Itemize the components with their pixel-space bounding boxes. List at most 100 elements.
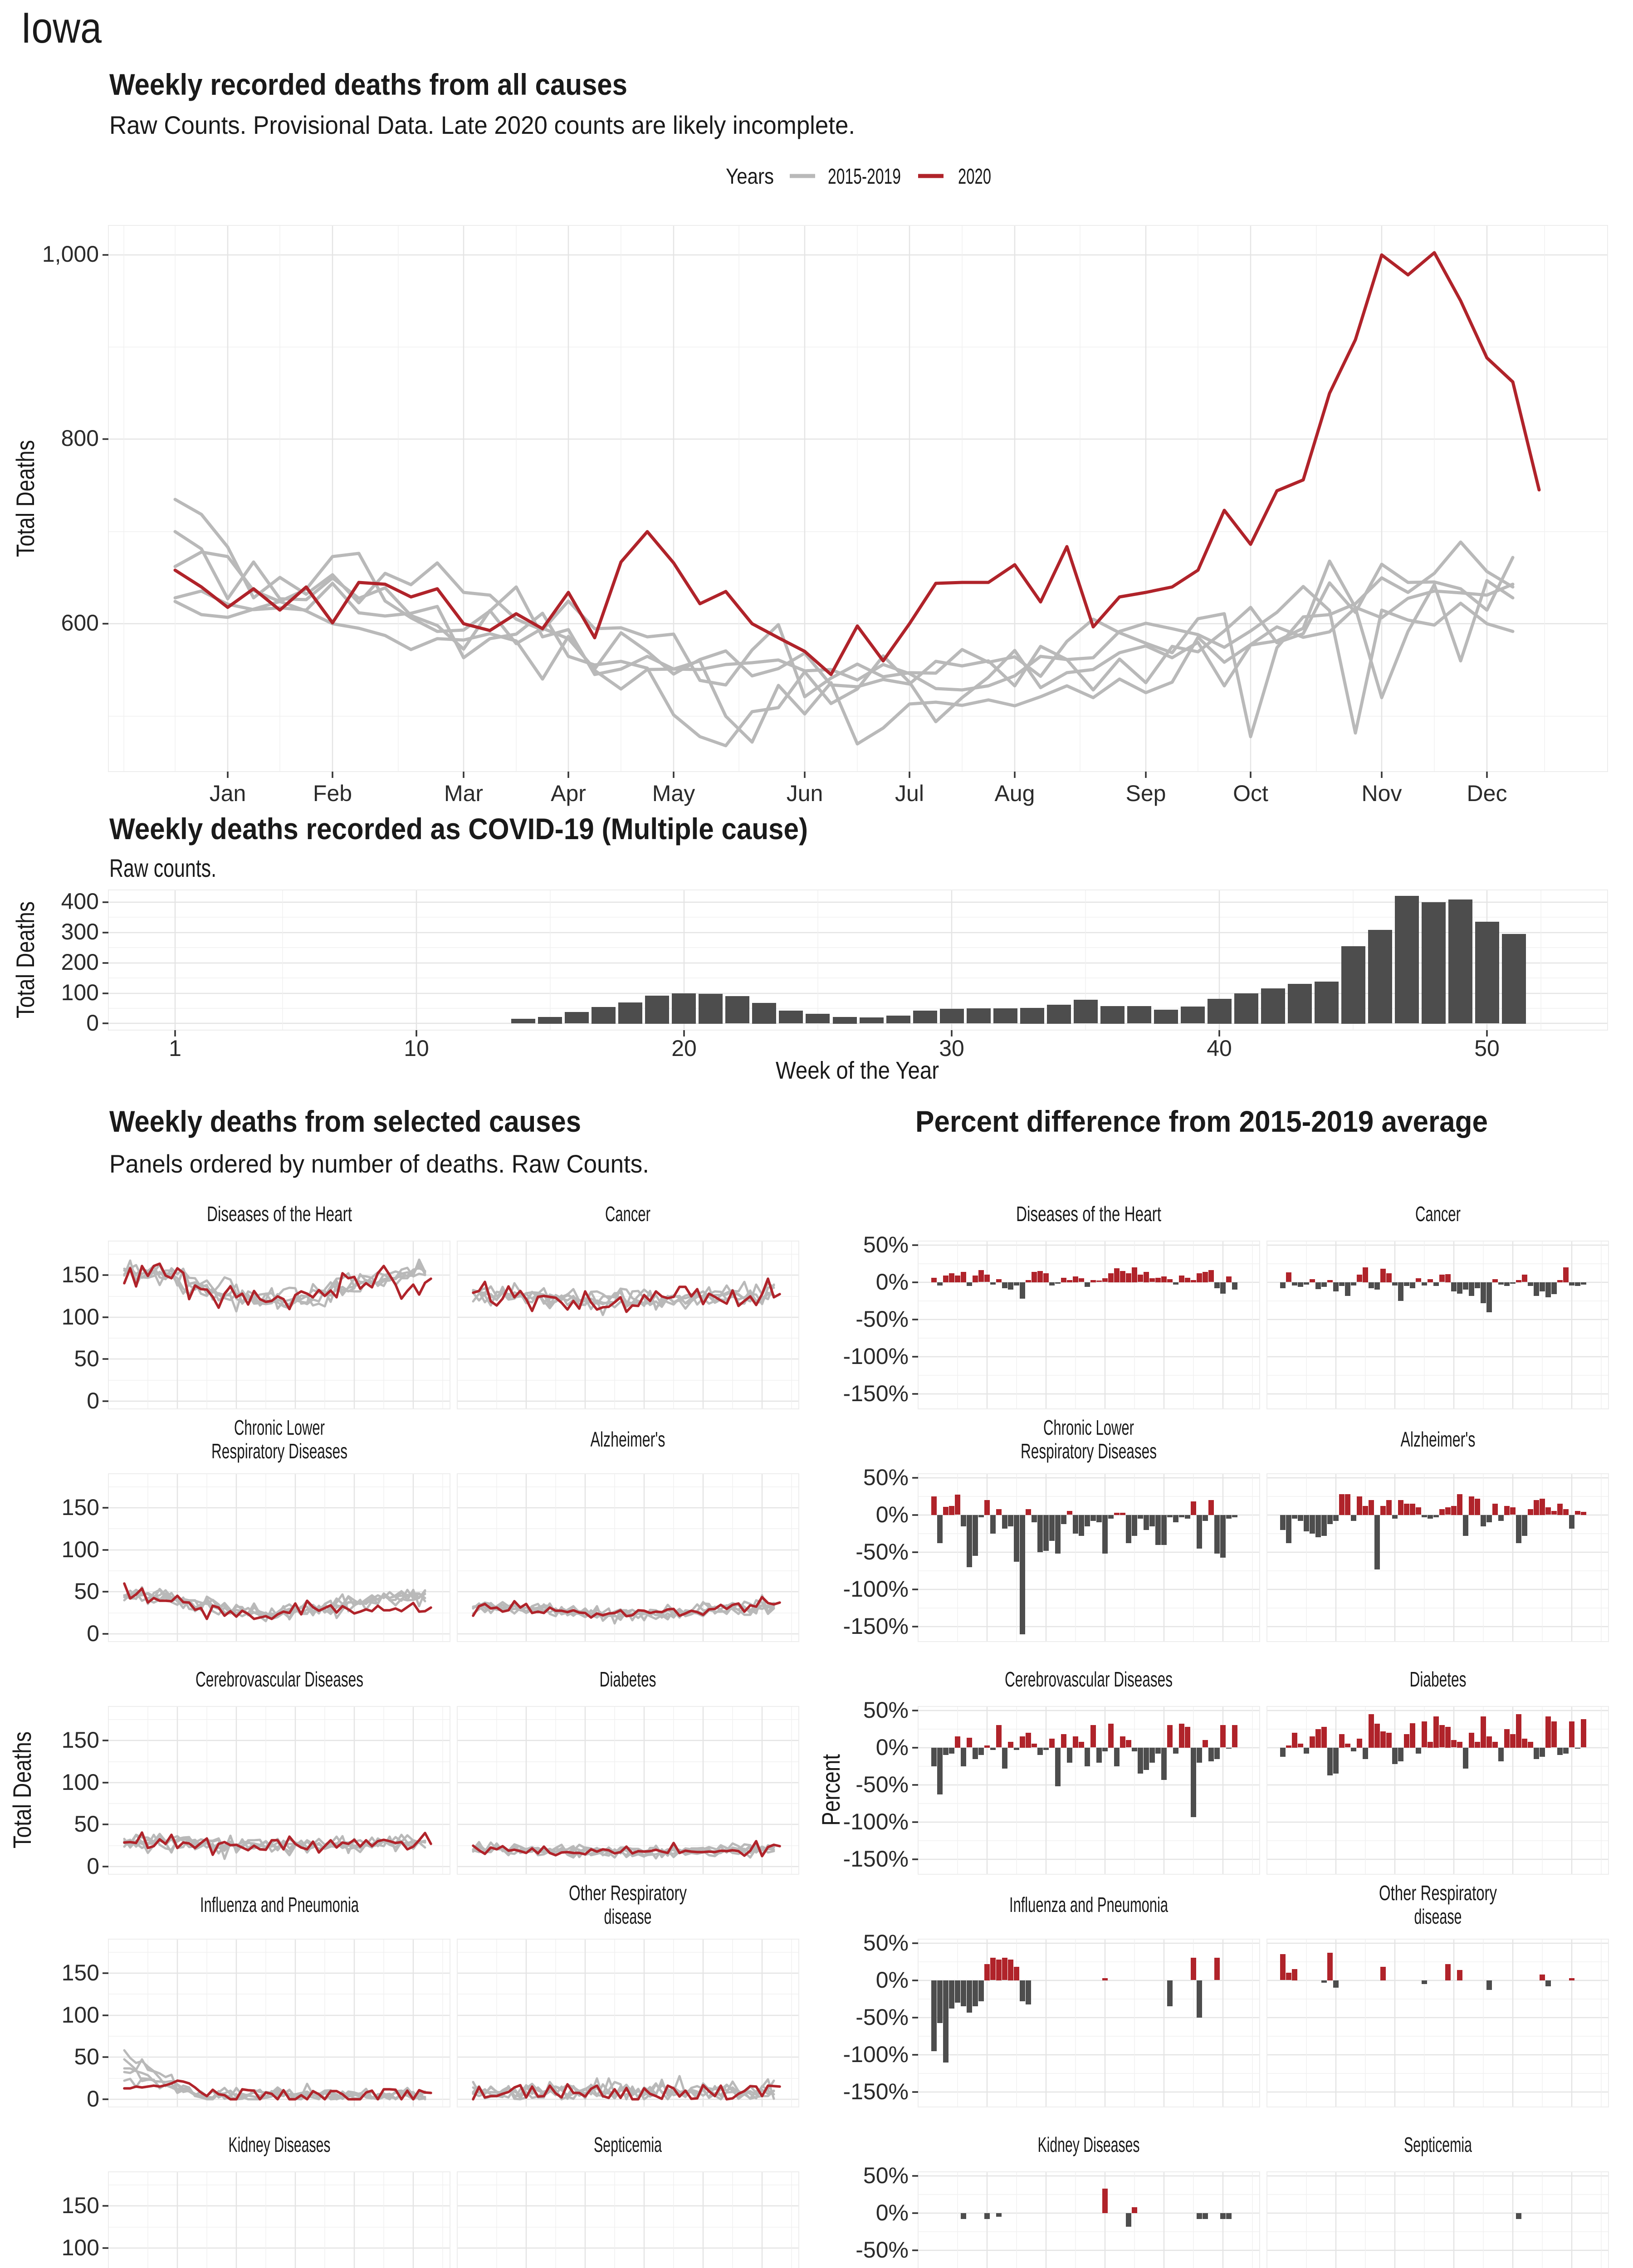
svg-text:Feb: Feb xyxy=(313,781,352,806)
svg-text:600: 600 xyxy=(61,610,99,635)
svg-text:disease: disease xyxy=(1414,1905,1462,1928)
svg-text:Septicemia: Septicemia xyxy=(594,2133,662,2156)
svg-text:Cancer: Cancer xyxy=(1415,1202,1461,1226)
svg-text:-50%: -50% xyxy=(856,1539,909,1564)
svg-text:0%: 0% xyxy=(876,1967,909,1993)
svg-text:0%: 0% xyxy=(876,2200,909,2225)
svg-text:Chronic Lower: Chronic Lower xyxy=(1043,1416,1134,1439)
svg-text:100: 100 xyxy=(61,980,99,1005)
svg-text:10: 10 xyxy=(404,1036,429,1061)
svg-text:0: 0 xyxy=(87,1853,99,1879)
svg-text:0: 0 xyxy=(87,1621,99,1646)
svg-text:0: 0 xyxy=(86,1010,99,1036)
svg-text:50%: 50% xyxy=(863,1465,909,1490)
svg-text:100: 100 xyxy=(62,2235,99,2260)
svg-text:-150%: -150% xyxy=(843,1381,909,1406)
svg-text:-50%: -50% xyxy=(856,1306,909,1332)
svg-text:Total Deaths: Total Deaths xyxy=(11,440,39,557)
svg-text:50%: 50% xyxy=(863,1930,909,1955)
svg-text:Kidney Diseases: Kidney Diseases xyxy=(1038,2133,1140,2156)
svg-text:Percent: Percent xyxy=(816,1754,845,1826)
svg-text:Nov: Nov xyxy=(1362,781,1402,806)
svg-text:40: 40 xyxy=(1207,1036,1232,1061)
svg-text:-100%: -100% xyxy=(843,1576,909,1602)
svg-text:Respiratory Diseases: Respiratory Diseases xyxy=(211,1439,347,1463)
svg-text:300: 300 xyxy=(61,919,99,944)
svg-text:Kidney Diseases: Kidney Diseases xyxy=(229,2133,331,2156)
svg-text:Jul: Jul xyxy=(895,781,924,806)
svg-text:0: 0 xyxy=(87,2086,99,2112)
svg-text:Oct: Oct xyxy=(1233,781,1268,806)
svg-text:30: 30 xyxy=(939,1036,964,1061)
svg-text:50%: 50% xyxy=(863,1232,909,1257)
svg-text:Week of the Year: Week of the Year xyxy=(776,1057,939,1084)
svg-text:150: 150 xyxy=(62,1262,99,1287)
svg-text:Raw counts.: Raw counts. xyxy=(109,854,216,882)
svg-text:Sep: Sep xyxy=(1126,781,1166,806)
svg-text:Weekly deaths recorded as COVI: Weekly deaths recorded as COVID-19 (Mult… xyxy=(109,812,808,846)
svg-text:0%: 0% xyxy=(876,1735,909,1760)
svg-text:Cerebrovascular Diseases: Cerebrovascular Diseases xyxy=(1005,1667,1173,1691)
svg-text:20: 20 xyxy=(671,1036,697,1061)
svg-text:Cerebrovascular Diseases: Cerebrovascular Diseases xyxy=(196,1667,363,1691)
svg-text:50: 50 xyxy=(74,1346,99,1371)
svg-text:50%: 50% xyxy=(863,1697,909,1723)
svg-text:Panels ordered by number of de: Panels ordered by number of deaths. Raw … xyxy=(109,1149,649,1178)
svg-text:-100%: -100% xyxy=(843,2042,909,2067)
svg-text:100: 100 xyxy=(62,1304,99,1330)
svg-text:50: 50 xyxy=(74,1811,99,1837)
svg-text:Influenza and Pneumonia: Influenza and Pneumonia xyxy=(1009,1893,1168,1916)
svg-text:1: 1 xyxy=(169,1036,181,1061)
svg-text:Apr: Apr xyxy=(551,781,586,806)
svg-text:50: 50 xyxy=(1474,1036,1500,1061)
svg-text:Influenza and Pneumonia: Influenza and Pneumonia xyxy=(200,1893,359,1916)
svg-text:disease: disease xyxy=(604,1905,652,1928)
svg-text:50: 50 xyxy=(74,2044,99,2069)
svg-text:Raw Counts. Provisional Data.: Raw Counts. Provisional Data. Late 2020 … xyxy=(109,111,855,139)
svg-text:0%: 0% xyxy=(876,1502,909,1527)
svg-text:1,000: 1,000 xyxy=(42,241,99,267)
svg-text:100: 100 xyxy=(62,2002,99,2028)
svg-text:-100%: -100% xyxy=(843,1344,909,1369)
svg-text:Jun: Jun xyxy=(787,781,823,806)
svg-text:Diabetes: Diabetes xyxy=(1410,1667,1467,1691)
svg-text:0%: 0% xyxy=(876,1269,909,1295)
svg-text:Diabetes: Diabetes xyxy=(600,1667,656,1691)
svg-text:-50%: -50% xyxy=(856,2004,909,2030)
svg-text:0: 0 xyxy=(87,1388,99,1413)
svg-text:Alzheimer's: Alzheimer's xyxy=(1401,1427,1476,1451)
svg-text:2015-2019: 2015-2019 xyxy=(828,165,901,189)
svg-text:Respiratory Diseases: Respiratory Diseases xyxy=(1021,1439,1157,1463)
svg-text:Years: Years xyxy=(726,165,774,189)
svg-text:100: 100 xyxy=(62,1769,99,1795)
svg-text:150: 150 xyxy=(62,1495,99,1520)
svg-text:-150%: -150% xyxy=(843,1846,909,1872)
svg-text:Other Respiratory: Other Respiratory xyxy=(569,1881,687,1905)
svg-text:Weekly deaths from selected ca: Weekly deaths from selected causes xyxy=(109,1105,581,1138)
svg-text:50%: 50% xyxy=(863,2163,909,2188)
svg-text:Diseases of the Heart: Diseases of the Heart xyxy=(207,1202,352,1226)
svg-text:Mar: Mar xyxy=(444,781,483,806)
svg-text:50: 50 xyxy=(74,1579,99,1604)
svg-text:Percent difference from 2015-2: Percent difference from 2015-2019 averag… xyxy=(915,1105,1488,1138)
svg-text:Cancer: Cancer xyxy=(605,1202,650,1226)
svg-text:Chronic Lower: Chronic Lower xyxy=(234,1416,325,1439)
svg-text:2020: 2020 xyxy=(958,165,991,189)
svg-text:Diseases of the Heart: Diseases of the Heart xyxy=(1016,1202,1161,1226)
svg-text:Jan: Jan xyxy=(210,781,246,806)
svg-text:Weekly recorded deaths from al: Weekly recorded deaths from all causes xyxy=(109,68,627,101)
svg-text:May: May xyxy=(652,781,695,806)
svg-text:150: 150 xyxy=(62,2193,99,2218)
svg-text:-50%: -50% xyxy=(856,1772,909,1797)
svg-text:Alzheimer's: Alzheimer's xyxy=(591,1427,665,1451)
svg-text:Total Deaths: Total Deaths xyxy=(8,1731,36,1848)
svg-text:150: 150 xyxy=(62,1960,99,1985)
svg-text:Dec: Dec xyxy=(1467,781,1507,806)
svg-text:Other Respiratory: Other Respiratory xyxy=(1379,1881,1497,1905)
svg-text:400: 400 xyxy=(61,889,99,914)
svg-text:-150%: -150% xyxy=(843,1613,909,1639)
svg-text:Septicemia: Septicemia xyxy=(1404,2133,1472,2156)
svg-text:Total Deaths: Total Deaths xyxy=(11,901,39,1018)
svg-text:-100%: -100% xyxy=(843,1809,909,1834)
svg-text:200: 200 xyxy=(61,949,99,975)
